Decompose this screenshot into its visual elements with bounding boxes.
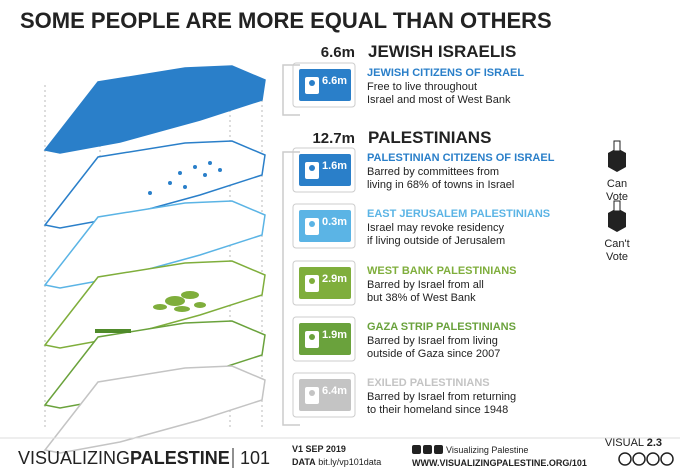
social-icon: [412, 445, 421, 454]
vote-label: Vote: [606, 191, 628, 203]
row-heading: WEST BANK PALESTINIANS: [367, 265, 517, 277]
map-layer: [43, 365, 266, 454]
brand-num: 101: [240, 448, 270, 468]
group-total: 6.6m: [321, 44, 355, 61]
badge-icon-head: [309, 390, 315, 396]
data-url: bit.ly/vp101data: [318, 457, 381, 467]
ballot-paper: [613, 200, 621, 212]
ballot-box: [608, 148, 626, 172]
brand-bold: PALESTINE: [130, 448, 230, 468]
vote-label: Vote: [606, 251, 628, 263]
map-patch: [218, 168, 222, 172]
license-icons: [618, 452, 674, 466]
badge-value: 1.9m: [322, 329, 347, 341]
badge-icon-head: [309, 165, 315, 171]
map-layer: [43, 200, 266, 289]
map-layer: [43, 260, 266, 349]
social: Visualizing Palestine: [446, 445, 528, 455]
ballot-box: [608, 208, 626, 232]
row-heading: PALESTINIAN CITIZENS OF ISRAEL: [367, 152, 555, 164]
data-label: DATA: [292, 457, 316, 467]
badge-box: [292, 62, 356, 108]
row-text: Barred by Israel from returning: [367, 391, 516, 403]
row-heading: EXILED PALESTINIANS: [367, 377, 490, 389]
badge-icon-head: [309, 221, 315, 227]
badge-icon-head: [309, 334, 315, 340]
row-text: Barred by committees from: [367, 166, 499, 178]
row-text: but 38% of West Bank: [367, 292, 476, 304]
group-name: PALESTINIANS: [368, 128, 491, 147]
social-icon: [434, 445, 443, 454]
row-text: to their homeland since 1948: [367, 404, 508, 416]
badge-box: [292, 372, 356, 418]
row-text: living in 68% of towns in Israel: [367, 179, 514, 191]
map-patch: [194, 302, 206, 308]
bracket: [282, 64, 300, 116]
map-patch: [148, 191, 152, 195]
row-text: outside of Gaza since 2007: [367, 348, 500, 360]
badge-value: 6.4m: [322, 385, 347, 397]
row-text: if living outside of Jerusalem: [367, 235, 505, 247]
brand-light: VISUALIZING: [18, 448, 130, 468]
badge-box: [292, 316, 356, 362]
map-patch: [203, 173, 207, 177]
bracket: [282, 151, 300, 426]
map-patch: [178, 171, 182, 175]
badge-box: [292, 203, 356, 249]
map-layers: [43, 65, 266, 454]
badge-box: [292, 147, 356, 193]
badge-box: [292, 260, 356, 306]
map-patch: [208, 161, 212, 165]
group-total: 12.7m: [312, 130, 355, 147]
data-source: DATA bit.ly/vp101data: [292, 457, 381, 467]
date: SEP 2019: [306, 444, 346, 454]
ballot-paper: [613, 140, 621, 152]
badge-value: 2.9m: [322, 273, 347, 285]
group-name: JEWISH ISRAELIS: [368, 42, 516, 61]
row-text: Israel and most of West Bank: [367, 94, 511, 106]
vote-label: Can't: [604, 238, 629, 250]
map-patch: [183, 185, 187, 189]
map-patch: [95, 329, 131, 333]
row-heading: GAZA STRIP PALESTINIANS: [367, 321, 516, 333]
map-patch: [181, 291, 199, 299]
brand: VISUALIZINGPALESTINE: [18, 448, 230, 468]
map-patch: [193, 165, 197, 169]
map-patch: [165, 296, 185, 306]
row-heading: JEWISH CITIZENS OF ISRAEL: [367, 67, 524, 79]
badge-icon-head: [309, 80, 315, 86]
visual-label: VISUAL: [605, 437, 644, 449]
badge-value: 0.3m: [322, 216, 347, 228]
visual: VISUAL 2.3: [605, 437, 662, 449]
map-layer: [43, 65, 266, 154]
version: V1 SEP 2019: [292, 444, 346, 454]
title: SOME PEOPLE ARE MORE EQUAL THAN OTHERS: [20, 8, 552, 33]
social-icon: [423, 445, 432, 454]
badge-icon-head: [309, 278, 315, 284]
rows: 6.6m JEWISH CITIZENS OF ISRAEL Free to liv…: [282, 62, 555, 426]
badge-value: 6.6m: [322, 75, 347, 87]
map-patch: [174, 306, 190, 312]
map-patch: [153, 304, 167, 310]
map-patch: [168, 181, 172, 185]
row-text: Barred by Israel from all: [367, 279, 484, 291]
badge-value: 1.6m: [322, 160, 347, 172]
vote-label: Can: [607, 178, 627, 190]
site: WWW.VISUALIZINGPALESTINE.ORG/101: [412, 458, 587, 468]
row-text: Barred by Israel from living: [367, 335, 498, 347]
row-text: Free to live throughout: [367, 81, 477, 93]
row-text: Israel may revoke residency: [367, 222, 504, 234]
visual-num: 2.3: [647, 437, 662, 449]
version-label: V1: [292, 444, 303, 454]
row-heading: EAST JERUSALEM PALESTINIANS: [367, 208, 550, 220]
